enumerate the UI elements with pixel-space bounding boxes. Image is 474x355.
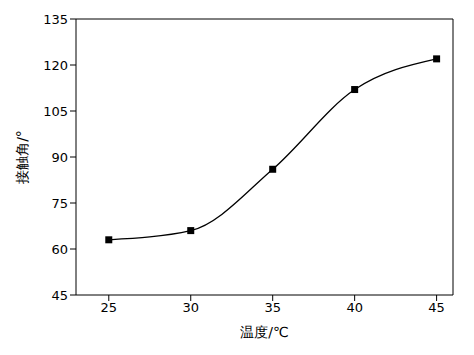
svg-text:75: 75 xyxy=(51,196,68,211)
svg-text:接触角/°: 接触角/° xyxy=(14,130,30,184)
svg-text:105: 105 xyxy=(43,104,68,119)
svg-text:45: 45 xyxy=(428,300,445,315)
svg-text:135: 135 xyxy=(43,12,68,27)
svg-text:25: 25 xyxy=(101,300,118,315)
svg-text:45: 45 xyxy=(51,288,68,303)
svg-text:35: 35 xyxy=(264,300,281,315)
svg-text:90: 90 xyxy=(51,150,68,165)
svg-text:60: 60 xyxy=(51,242,68,257)
svg-text:温度/℃: 温度/℃ xyxy=(240,324,288,340)
svg-text:120: 120 xyxy=(43,58,68,73)
svg-text:30: 30 xyxy=(182,300,199,315)
svg-text:40: 40 xyxy=(346,300,363,315)
